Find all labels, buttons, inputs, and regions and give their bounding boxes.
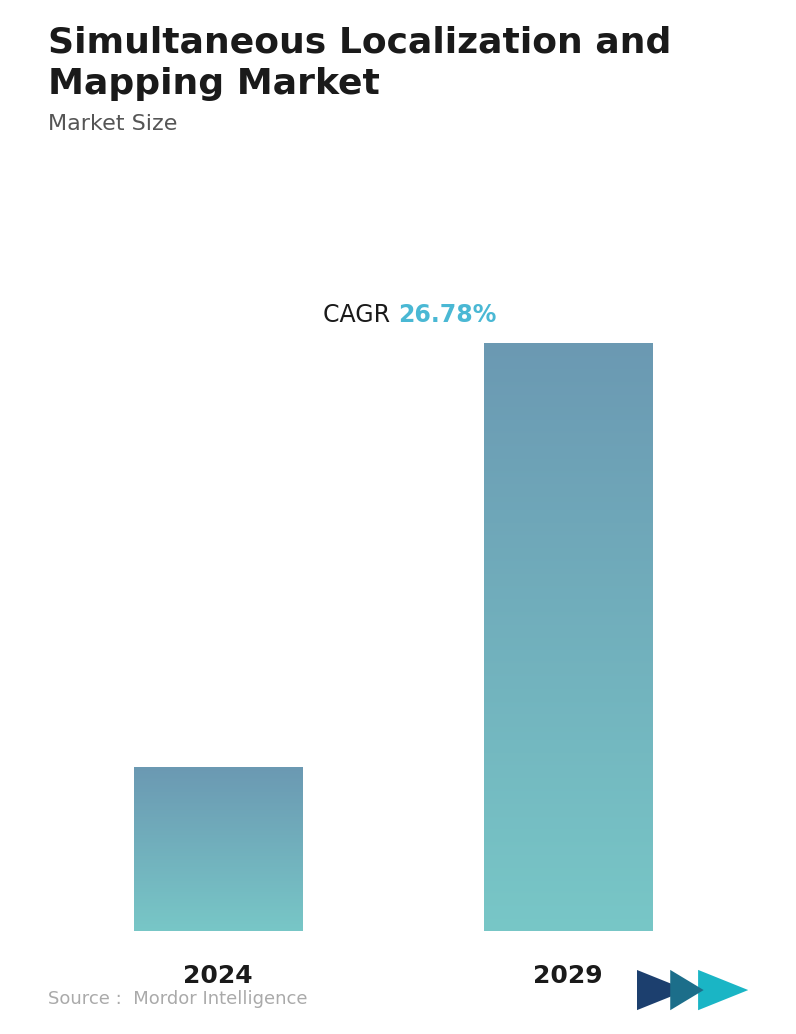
Text: 26.78%: 26.78% [398,303,497,328]
Text: Simultaneous Localization and: Simultaneous Localization and [48,26,671,60]
Text: 2024: 2024 [183,964,252,987]
Text: 2029: 2029 [533,964,603,987]
Text: Mapping Market: Mapping Market [48,67,380,101]
Text: Market Size: Market Size [48,114,178,133]
Text: Source :  Mordor Intelligence: Source : Mordor Intelligence [48,991,307,1008]
Text: CAGR: CAGR [323,303,398,328]
